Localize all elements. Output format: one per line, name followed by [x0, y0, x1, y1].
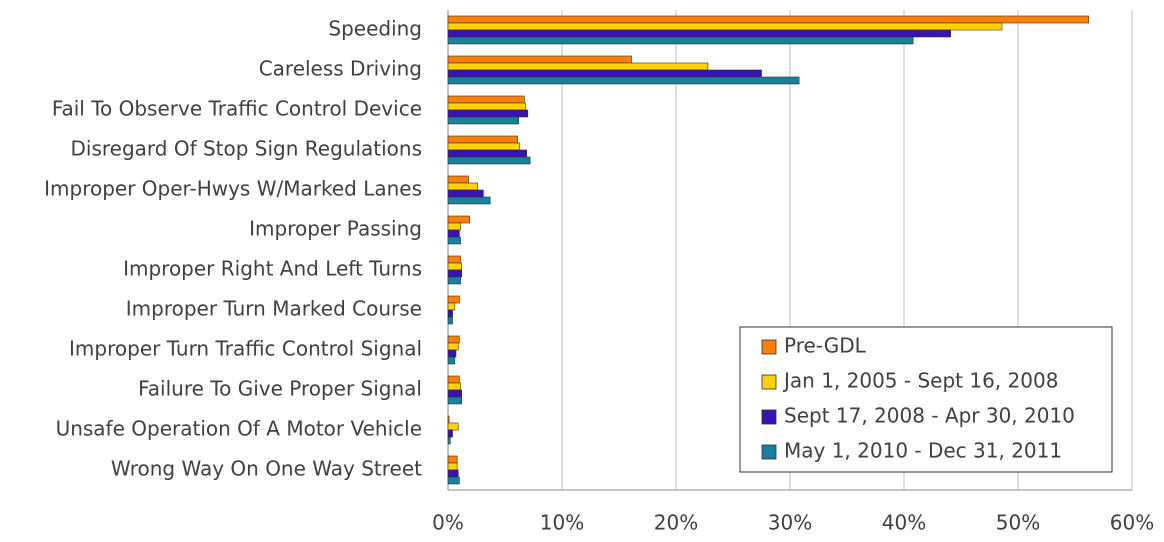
bar	[447, 222, 461, 231]
y-tick-label: Disregard Of Stop Sign Regulations	[70, 137, 422, 161]
bar	[447, 349, 457, 358]
bar	[447, 175, 469, 184]
bar	[447, 62, 709, 71]
bar	[447, 95, 525, 104]
y-tick-label: Unsafe Operation Of A Motor Vehicle	[56, 417, 422, 441]
bar	[447, 29, 952, 38]
y-tick-label: Speeding	[328, 17, 422, 41]
x-tick-label: 0%	[432, 511, 464, 535]
bar	[447, 76, 800, 85]
bar	[447, 149, 527, 158]
bar	[447, 156, 531, 165]
y-tick-label: Careless Driving	[259, 57, 422, 81]
legend-box	[739, 326, 1113, 473]
bar	[447, 415, 450, 424]
y-tick-label: Failure To Give Proper Signal	[138, 377, 422, 401]
bar	[447, 436, 451, 445]
bar	[447, 142, 521, 151]
bar	[447, 116, 519, 125]
bar	[447, 276, 461, 285]
bar	[447, 36, 914, 45]
bar	[447, 462, 458, 471]
bar	[447, 22, 1003, 31]
bar	[447, 422, 459, 431]
legend-label: May 1, 2010 - Dec 31, 2011	[784, 439, 1062, 463]
bar	[447, 389, 462, 398]
legend-label: Pre-GDL	[784, 334, 867, 358]
bar	[447, 182, 478, 191]
x-tick-label: 50%	[996, 511, 1040, 535]
bar	[447, 229, 460, 238]
legend-swatch	[761, 444, 777, 460]
bar	[447, 476, 460, 485]
bar	[447, 302, 456, 311]
legend-label: Jan 1, 2005 - Sept 16, 2008	[782, 369, 1058, 393]
bar	[447, 15, 1089, 24]
bar	[447, 455, 458, 464]
bar	[447, 382, 461, 391]
bar	[447, 309, 453, 318]
y-tick-label: Improper Oper-Hwys W/Marked Lanes	[44, 177, 422, 201]
legend-label: Sept 17, 2008 - Apr 30, 2010	[784, 404, 1075, 428]
x-tick-label: 20%	[654, 511, 698, 535]
bar	[447, 316, 453, 325]
legend-swatch	[761, 409, 777, 425]
bar	[447, 269, 462, 278]
x-tick-label: 60%	[1110, 511, 1154, 535]
bar	[447, 109, 529, 118]
y-tick-label: Improper Turn Marked Course	[126, 297, 422, 321]
bar	[447, 189, 484, 198]
bar	[447, 469, 459, 478]
y-tick-label: Wrong Way On One Way Street	[111, 457, 422, 481]
x-tick-label: 30%	[768, 511, 812, 535]
y-tick-label: Fail To Observe Traffic Control Device	[52, 97, 422, 121]
bar	[447, 262, 462, 271]
bar	[447, 342, 459, 351]
bar	[447, 335, 460, 344]
legend-swatch	[761, 339, 777, 355]
x-tick-label: 10%	[540, 511, 584, 535]
bar	[447, 375, 460, 384]
bar	[447, 429, 453, 438]
bar	[447, 356, 456, 365]
bar	[447, 255, 461, 264]
bar	[447, 215, 470, 224]
bar	[447, 295, 460, 304]
bar	[447, 55, 632, 64]
x-tick-label: 40%	[882, 511, 926, 535]
bar	[447, 102, 526, 111]
bar	[447, 69, 762, 78]
y-tick-label: Improper Passing	[249, 217, 422, 241]
bar	[447, 396, 462, 405]
bar	[447, 135, 518, 144]
legend-swatch	[761, 374, 777, 390]
bar	[447, 196, 491, 205]
bar	[447, 236, 461, 245]
y-tick-label: Improper Right And Left Turns	[123, 257, 422, 281]
y-tick-label: Improper Turn Traffic Control Signal	[69, 337, 422, 361]
